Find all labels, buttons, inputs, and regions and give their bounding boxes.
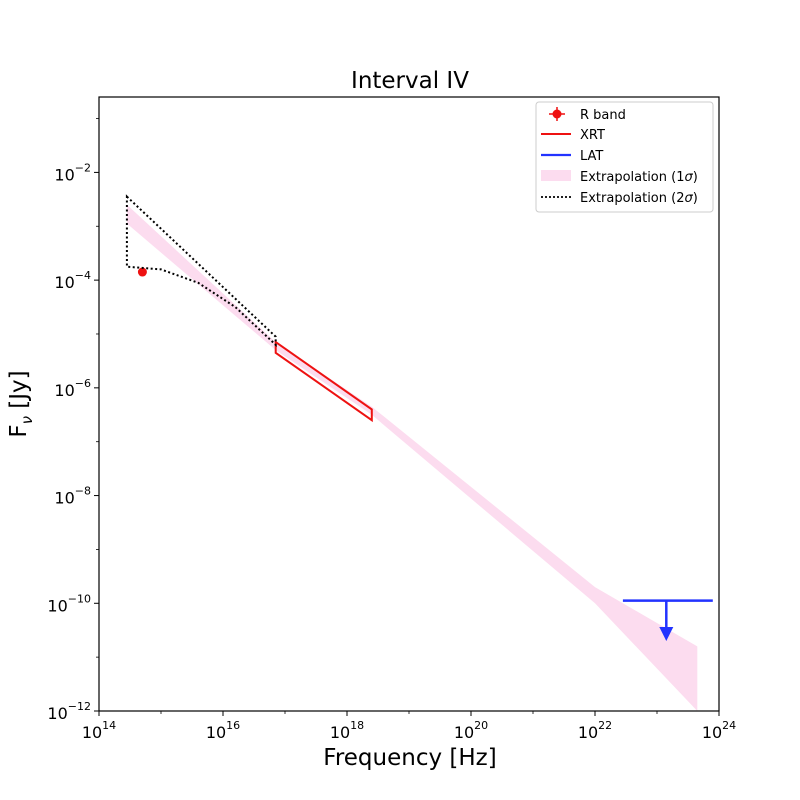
xrt-bowtie <box>274 340 373 423</box>
y-tick-label: 10−4 <box>54 269 91 292</box>
legend-marker-r-band <box>549 107 565 121</box>
ticks-layer <box>94 118 720 716</box>
band-layer <box>126 204 698 711</box>
legend-label-extrap-1sigma: Extrapolation (1σ) <box>580 170 698 185</box>
y-axis-title: Fν [Jy] <box>6 370 36 437</box>
lat-upper-limit-arrowhead <box>659 626 674 641</box>
legend-label-xrt: XRT <box>580 128 605 143</box>
y-tick-label: 10−6 <box>54 377 91 400</box>
chart-title: Interval IV <box>351 68 469 94</box>
x-tick-label: 1024 <box>702 719 736 742</box>
y-tick-labels: 10−12 10−10 10−8 10−6 10−4 10−2 <box>47 161 91 723</box>
legend-label-r-band: R band <box>580 108 626 123</box>
legend-label-lat: LAT <box>580 149 603 164</box>
extrapolation-1sigma-band <box>126 204 698 711</box>
x-tick-label: 1014 <box>82 719 116 742</box>
y-tick-label: 10−12 <box>47 700 91 723</box>
legend-label-extrap-2sigma: Extrapolation (2σ) <box>580 191 698 206</box>
r-band-point <box>137 267 147 277</box>
legend: R band XRT LAT Extrapolation (1σ) Extrap… <box>535 101 714 213</box>
x-tick-label: 1016 <box>206 719 240 742</box>
lines-layer <box>125 194 713 641</box>
y-tick-label: 10−8 <box>54 485 91 508</box>
x-tick-label: 1018 <box>330 719 364 742</box>
x-tick-label: 1022 <box>578 719 612 742</box>
legend-marker-extrap-1sigma <box>541 170 571 181</box>
y-tick-label: 10−2 <box>54 161 91 184</box>
x-axis-title: Frequency [Hz] <box>323 745 496 771</box>
y-tick-label: 10−10 <box>47 592 91 615</box>
x-tick-label: 1020 <box>454 719 488 742</box>
extrapolation-2sigma-outline <box>125 194 277 348</box>
legend-box <box>535 101 714 213</box>
x-tick-labels: 1014 1016 1018 1020 1022 1024 <box>82 719 736 742</box>
